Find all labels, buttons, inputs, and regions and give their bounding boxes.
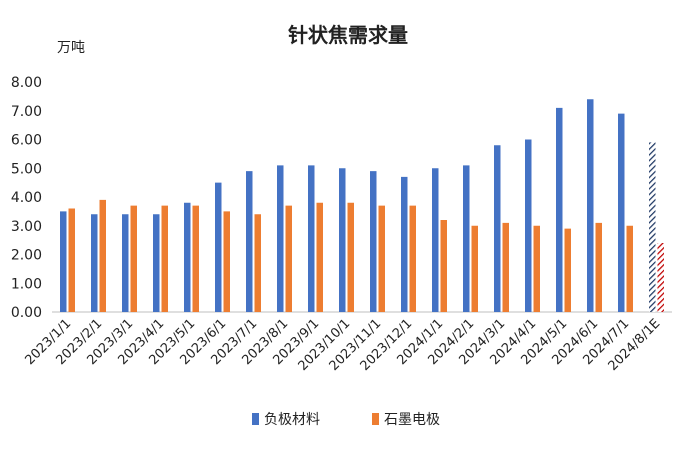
bar-graphite-electrode	[347, 202, 354, 312]
bar-anode-material	[122, 214, 129, 312]
bar-anode-material	[494, 145, 501, 312]
y-tick-label: 3.00	[11, 219, 42, 235]
bar-graphite-electrode	[502, 222, 509, 313]
y-tick-label: 8.00	[11, 75, 42, 91]
bar-graphite-electrode	[440, 220, 447, 312]
bar-graphite-electrode	[254, 214, 261, 312]
bar-anode-material	[370, 171, 377, 313]
bar-anode-material	[432, 168, 439, 312]
y-tick-label: 4.00	[11, 190, 42, 206]
bar-graphite-electrode	[533, 225, 540, 312]
x-axis-ticks: 2023/1/12023/2/12023/3/12023/4/12023/5/1…	[22, 316, 663, 374]
bar-graphite-electrode	[378, 205, 385, 313]
bar-graphite-electrode-estimate	[657, 243, 664, 312]
y-tick-label: 6.00	[11, 133, 42, 149]
bar-graphite-electrode	[409, 205, 416, 313]
y-tick-label: 5.00	[11, 161, 42, 177]
y-tick-label: 0.00	[11, 305, 42, 321]
bar-anode-material	[153, 214, 160, 312]
bar-anode-material	[91, 214, 98, 312]
bar-graphite-electrode	[99, 199, 106, 313]
legend-swatch-anode	[252, 413, 259, 425]
bar-graphite-electrode	[68, 208, 75, 312]
y-tick-label: 2.00	[11, 248, 42, 264]
bar-graphite-electrode	[471, 225, 478, 312]
bar-anode-material	[556, 107, 563, 313]
bar-graphite-electrode	[130, 205, 137, 313]
bar-anode-material	[525, 139, 532, 312]
bar-anode-material	[618, 113, 625, 313]
bar-graphite-electrode	[161, 205, 168, 313]
y-tick-label: 1.00	[11, 276, 42, 292]
bar-graphite-electrode	[192, 205, 199, 313]
bar-graphite-electrode	[223, 211, 230, 313]
bar-anode-material	[308, 165, 315, 313]
bar-graphite-electrode	[316, 202, 323, 312]
bar-anode-material	[60, 211, 67, 313]
bar-anode-material	[401, 176, 408, 313]
bar-anode-material	[339, 168, 346, 312]
legend-label-anode: 负极材料	[264, 412, 320, 428]
bar-anode-material	[215, 182, 222, 313]
y-tick-label: 7.00	[11, 104, 42, 120]
y-axis-ticks: 0.00 1.00 2.00 3.00 4.00 5.00 6.00 7.00 8.00	[11, 75, 42, 321]
bar-anode-material	[587, 99, 594, 312]
bar-graphite-electrode	[564, 228, 571, 313]
bar-anode-material-estimate	[649, 142, 656, 313]
bar-graphite-electrode	[595, 222, 602, 313]
bar-anode-material	[463, 165, 470, 313]
bar-anode-material	[184, 202, 191, 312]
chart-title: 针状焦需求量	[288, 23, 408, 47]
bars-group	[60, 99, 664, 313]
bar-graphite-electrode	[285, 205, 292, 313]
legend-swatch-electrode	[372, 413, 379, 425]
bar-anode-material	[246, 171, 253, 313]
y-axis-unit-label: 万吨	[57, 40, 85, 56]
bar-graphite-electrode	[626, 225, 633, 312]
bar-anode-material	[277, 165, 284, 313]
legend: 负极材料 石墨电极	[252, 412, 440, 428]
legend-label-electrode: 石墨电极	[384, 412, 440, 428]
